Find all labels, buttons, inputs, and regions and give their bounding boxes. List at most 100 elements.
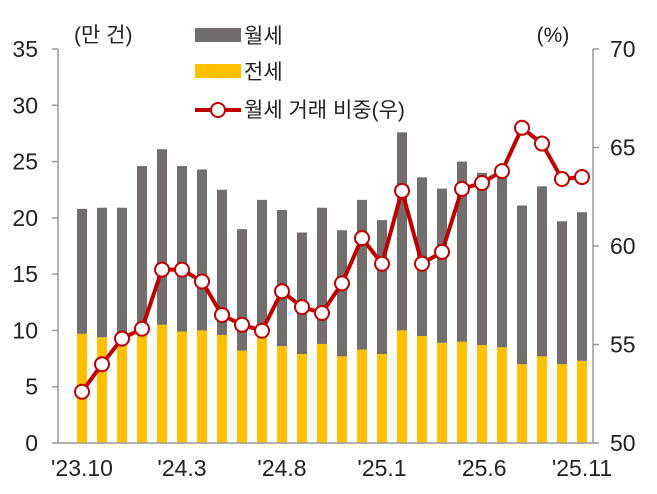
- share-point: [514, 119, 530, 136]
- bar-jeonse: [557, 364, 567, 443]
- left-tick-label: 30: [12, 92, 38, 118]
- share-point: [314, 304, 330, 321]
- share-point: [354, 230, 370, 247]
- bar-monthly: [297, 232, 307, 355]
- left-tick-label: 35: [12, 36, 38, 62]
- right-tick-label: 50: [610, 430, 636, 456]
- bar-monthly: [537, 186, 547, 357]
- share-point: [334, 275, 350, 292]
- share-point: [494, 163, 510, 180]
- share-point: [534, 135, 550, 152]
- left-tick-label: 10: [12, 317, 38, 343]
- bar-monthly: [317, 207, 327, 344]
- share-point: [574, 169, 590, 186]
- x-tick-label: '25.6: [457, 455, 506, 481]
- bar-jeonse: [317, 343, 327, 443]
- bar-jeonse: [297, 354, 307, 443]
- x-tick-label: '24.3: [157, 455, 206, 481]
- bar-jeonse: [377, 354, 387, 443]
- bar-jeonse: [497, 347, 507, 443]
- bar-monthly: [397, 132, 407, 331]
- bar-jeonse: [437, 342, 447, 443]
- legend-label-monthly: 월세: [244, 25, 283, 48]
- left-tick-label: 20: [12, 205, 38, 231]
- legend-label-share: 월세 거래 비중(우): [244, 99, 405, 122]
- legend-swatch-monthly: [195, 28, 241, 42]
- bar-jeonse: [517, 364, 527, 443]
- left-tick-label: 5: [25, 374, 38, 400]
- share-point: [214, 306, 230, 323]
- right-tick-label: 65: [610, 135, 636, 161]
- share-point: [74, 383, 90, 400]
- x-tick-label: '25.11: [552, 455, 612, 481]
- bar-jeonse: [217, 334, 227, 443]
- line-layer: [74, 119, 590, 400]
- share-point: [294, 299, 310, 316]
- bar-monthly: [257, 199, 267, 337]
- share-point: [234, 316, 250, 333]
- bar-monthly: [237, 229, 247, 351]
- bar-monthly: [177, 166, 187, 332]
- bar-jeonse: [357, 349, 367, 443]
- bar-jeonse: [137, 331, 147, 443]
- bars-layer: [77, 132, 587, 443]
- bar-monthly: [357, 199, 367, 350]
- bar-jeonse: [97, 337, 107, 443]
- bar-jeonse: [177, 331, 187, 443]
- bar-jeonse: [157, 324, 167, 443]
- legend-marker-share: [210, 102, 226, 118]
- share-point: [374, 255, 390, 272]
- right-tick-label: 70: [610, 36, 636, 62]
- bar-monthly: [477, 172, 487, 346]
- right-unit-label: (%): [537, 24, 570, 47]
- bar-monthly: [577, 212, 587, 361]
- share-point: [194, 273, 210, 290]
- bar-monthly: [377, 220, 387, 355]
- bar-monthly: [277, 209, 287, 347]
- bar-jeonse: [577, 360, 587, 443]
- bar-monthly: [157, 149, 167, 325]
- share-point: [94, 356, 110, 373]
- bar-jeonse: [537, 356, 547, 443]
- bar-jeonse: [457, 341, 467, 443]
- left-tick-label: 25: [12, 149, 38, 175]
- bar-monthly: [497, 171, 507, 348]
- bar-monthly: [137, 166, 147, 332]
- bar-jeonse: [397, 330, 407, 443]
- bar-jeonse: [237, 350, 247, 443]
- share-point: [154, 261, 170, 278]
- bar-monthly: [457, 161, 467, 342]
- share-point: [394, 182, 410, 199]
- share-point: [114, 330, 130, 347]
- bar-monthly: [517, 205, 527, 365]
- x-tick-label: '23.10: [51, 455, 113, 481]
- bar-jeonse: [257, 336, 267, 443]
- share-point: [134, 320, 150, 337]
- bar-monthly: [117, 207, 127, 337]
- share-point: [254, 322, 270, 339]
- bar-monthly: [337, 230, 347, 357]
- share-point: [274, 283, 290, 300]
- bar-monthly: [437, 188, 447, 343]
- legend-swatch-jeonse: [195, 64, 241, 78]
- bar-monthly: [77, 208, 87, 334]
- left-tick-label: 0: [25, 430, 38, 456]
- share-point: [174, 261, 190, 278]
- share-point: [434, 243, 450, 260]
- right-tick-label: 55: [610, 332, 636, 358]
- share-point: [414, 255, 430, 272]
- bar-jeonse: [117, 336, 127, 443]
- bar-jeonse: [417, 336, 427, 443]
- right-tick-label: 60: [610, 233, 636, 259]
- share-point: [554, 171, 570, 188]
- axes: 0 5 10 15 20 25 30 35 50 55 60 65 70 '23.10 '24.3 '24.8…: [12, 36, 635, 481]
- bar-monthly: [217, 189, 227, 335]
- legend: 월세 전세 월세 거래 비중(우): [195, 25, 405, 122]
- share-point: [454, 180, 470, 197]
- x-tick-label: '25.1: [357, 455, 406, 481]
- bar-monthly: [197, 169, 207, 331]
- legend-label-jeonse: 전세: [244, 61, 283, 84]
- share-point: [474, 174, 490, 191]
- bar-jeonse: [477, 345, 487, 443]
